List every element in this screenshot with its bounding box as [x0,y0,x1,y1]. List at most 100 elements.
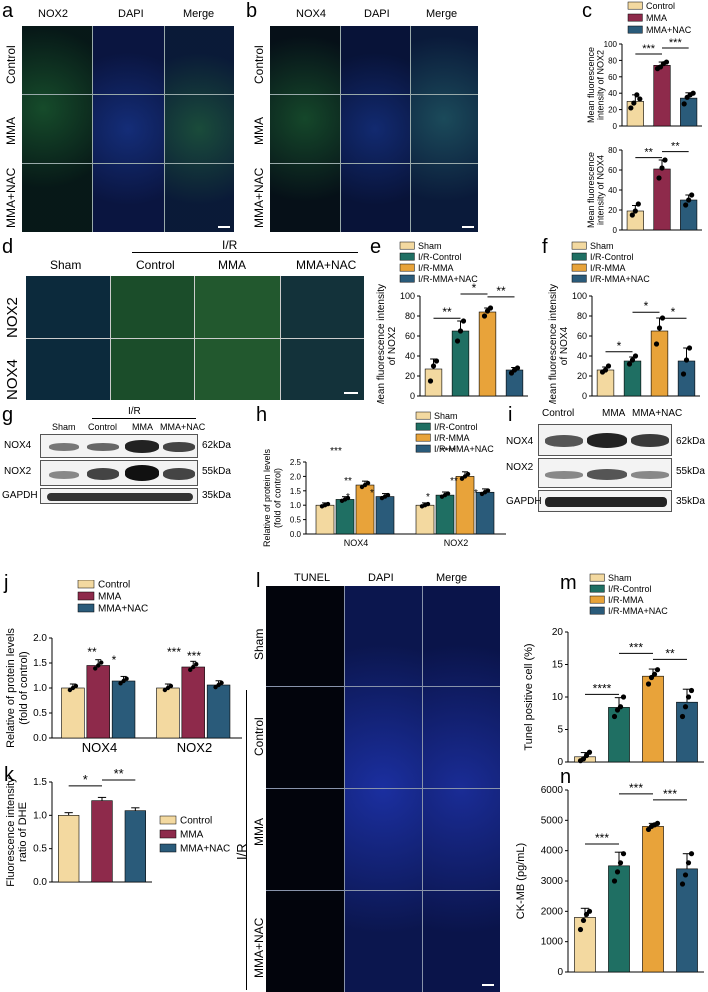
data-point [662,157,668,163]
micro-grid [26,276,364,400]
y-tick-label: 6000 [541,785,564,796]
data-point [681,101,687,107]
data-point [651,671,658,677]
y-axis-label: Mean fluorescence intensity [376,284,387,404]
y-axis-label: Mean fluorescence [586,47,596,123]
legend-swatch [571,263,587,272]
row-label: MMA+NAC [4,167,18,228]
data-point [586,749,593,755]
bar [642,675,664,763]
panel-label-c: c [582,0,592,22]
sig-label: * [472,281,477,295]
data-point [577,926,584,933]
y-tick-label: 20 [405,371,415,381]
y-axis-label: ratio of DHE [17,802,29,862]
legend-swatch [627,25,643,34]
chart-k: 0.00.51.01.5 * **Fluorescence intensity rat… [5,766,230,888]
y-tick-label: 0.5 [290,516,302,525]
sig-label: ** [665,646,675,660]
legend-swatch [399,252,415,261]
legend-swatch [589,595,605,604]
legend-swatch [627,13,643,22]
sig-label: *** [629,640,643,654]
y-tick-label: 0 [613,226,618,235]
lane-label: MMA [132,422,153,432]
ir-group-label: I/R [222,238,238,252]
panel-a-microscopy: NOX2 DAPI Merge Control MMA MMA+NAC [0,0,240,232]
y-tick-label: 60 [577,331,587,341]
legend-label: MMA+NAC [98,604,148,615]
data-point [632,353,639,359]
legend-label: I/R-MMA [608,595,644,605]
data-point [73,683,79,689]
bar [623,360,642,397]
y-tick-label: 2.0 [33,633,47,644]
data-point [457,328,464,334]
bar [424,368,443,397]
data-point [580,917,587,924]
col-label: MMA [218,258,246,272]
legend-label: Sham [418,241,442,251]
lane-label: Sham [52,422,76,432]
legend-swatch [77,591,95,601]
data-point [445,491,451,496]
data-point [93,666,98,671]
sig-label: ** [87,645,97,659]
y-axis-label: Relative of protein levels [262,448,272,547]
data-point [485,488,491,493]
y-tick-label: 1.0 [33,810,47,821]
data-point [685,860,692,866]
y-tick-label: 1.5 [290,487,302,496]
blot-strip [538,458,672,488]
y-tick-label: 40 [405,351,415,361]
data-point [617,704,624,710]
y-axis-label: (fold of control) [272,468,282,528]
data-point [191,664,196,670]
data-point [632,208,638,214]
lane-label: MMA+NAC [632,408,683,419]
sig-label: *** [187,649,201,663]
blot-row-label: NOX2 [4,466,32,477]
y-axis-label: Mean fluorescence intensity [548,284,559,404]
col-label: DAPI [368,572,394,584]
y-tick-label: 20 [608,206,617,215]
col-label: Merge [183,8,215,20]
col-label: NOX4 [296,8,326,20]
chart-c: Control MMA MMA+NAC 0 20 40 60 80 100 *** *** Mean … [586,1,702,235]
row-label: MMA+NAC [252,917,266,978]
size-label: 35kDa [676,496,705,507]
ir-group-label: I/R [128,406,141,417]
micro-grid [266,586,500,992]
legend-label: Sham [434,411,458,421]
data-point [602,367,609,373]
legend-label: MMA+NAC [646,25,692,35]
panel-i-blot: Control MMA MMA+NAC NOX4 NOX2 GAPDH 62kD… [506,404,708,518]
col-label: DAPI [118,8,144,20]
blot-strip [40,434,198,458]
bar [574,917,596,973]
bar [61,687,85,739]
legend-swatch [415,444,431,453]
blot-strip [40,488,198,504]
sig-label: * [474,488,478,499]
legend-label: MMA+NAC [180,844,230,855]
data-point [629,357,636,363]
y-tick-label: 2.5 [290,458,302,467]
size-label: 62kDa [202,440,231,451]
bar [475,491,495,535]
data-point [96,663,101,668]
y-tick-label: 0.5 [33,708,47,719]
data-point [614,869,621,875]
bar [596,369,615,397]
blot-row-label: GAPDH [2,490,38,501]
data-point [635,201,641,207]
y-tick-label: 0 [557,757,563,768]
bar [58,815,80,883]
panel-label-j: j [4,572,9,594]
y-tick-label: 0 [410,391,415,401]
data-point [433,358,440,364]
row-label: MMA [252,818,266,846]
x-tick-label: NOX2 [444,538,469,548]
y-axis-label: Relative of protein levels [5,628,17,748]
